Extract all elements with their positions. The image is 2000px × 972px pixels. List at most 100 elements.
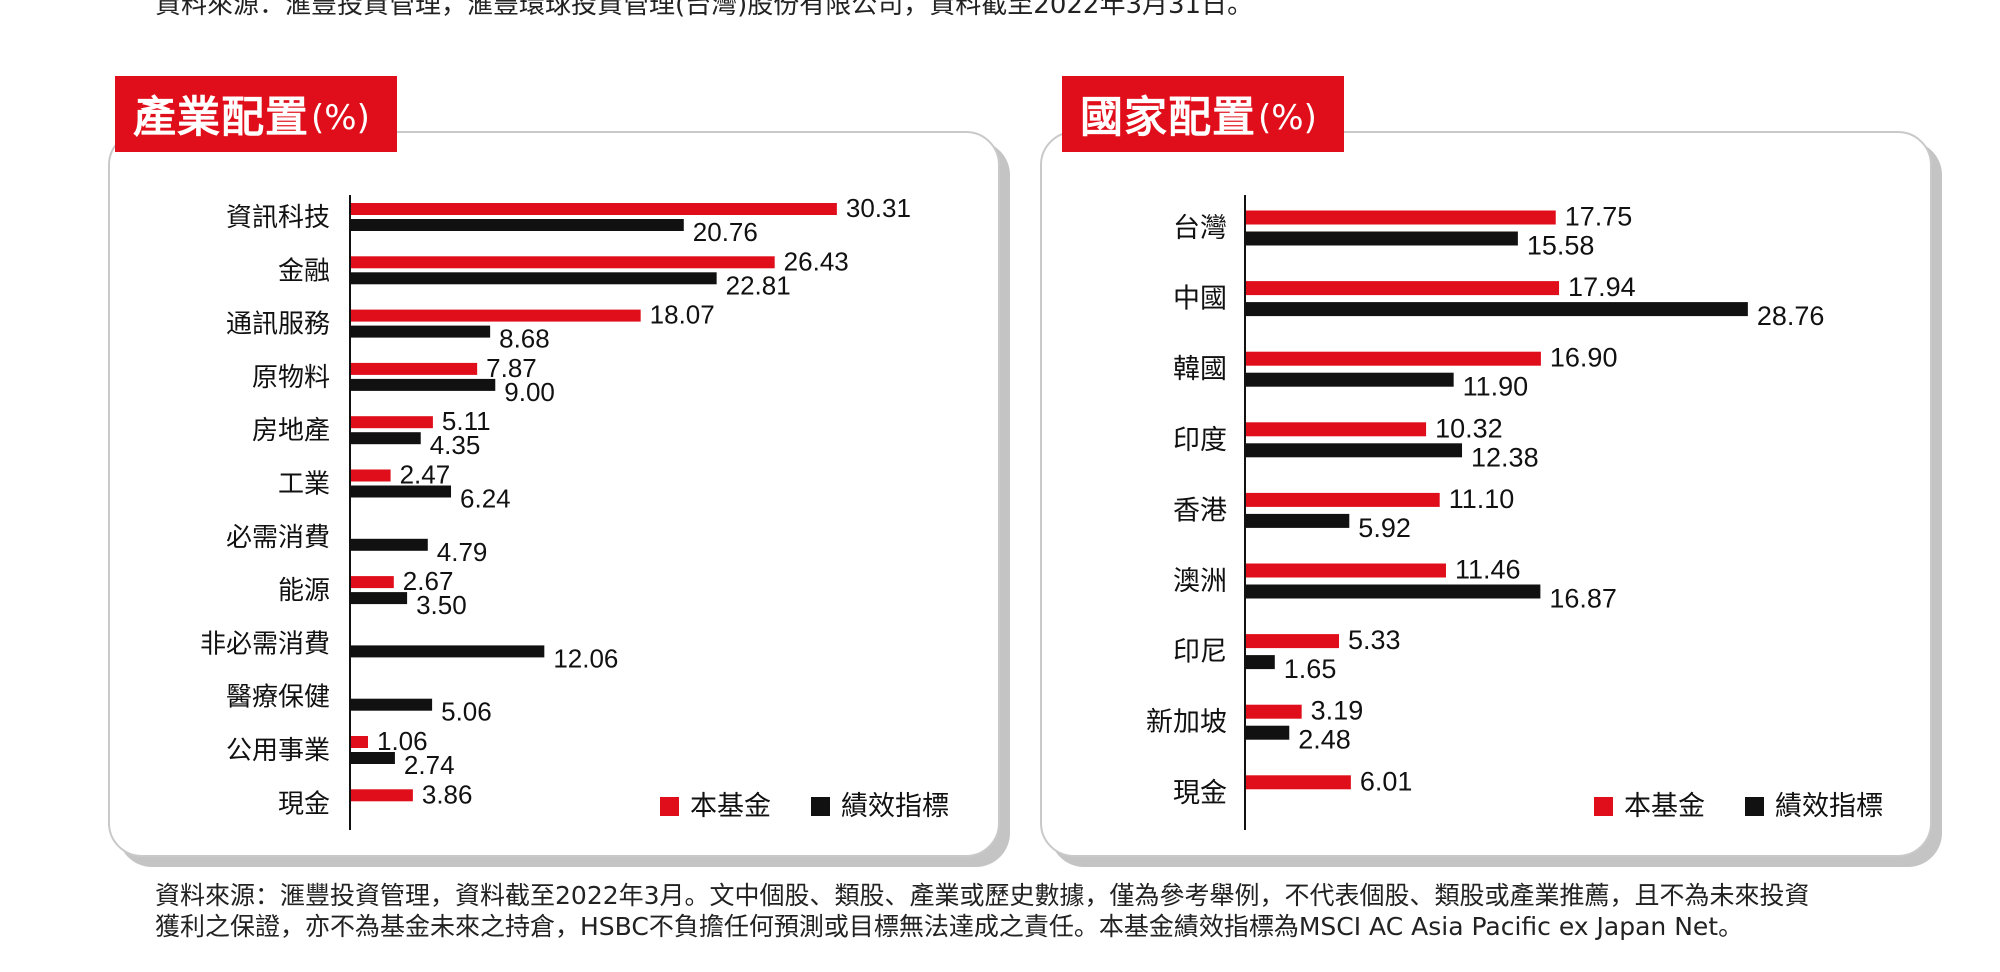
country-fund-bar — [1246, 281, 1560, 296]
country-fund-bar — [1246, 492, 1440, 507]
industry-benchmark-value-label: 3.50 — [416, 590, 467, 620]
country-category-label: 印度 — [1173, 425, 1227, 456]
industry-benchmark-value-label: 2.74 — [404, 750, 455, 780]
top-source-fragment: 資料來源：滙豐投資管理，滙豐環球投資管理(台灣)股份有限公司，資料截至2022年… — [155, 0, 1254, 20]
country-benchmark-value-label: 12.38 — [1471, 442, 1539, 472]
industry-benchmark-bar — [351, 272, 717, 285]
country-benchmark-bar — [1246, 513, 1350, 528]
industry-benchmark-bar — [351, 592, 408, 605]
country-fund-bar — [1246, 775, 1351, 790]
industry-fund-bar — [351, 736, 368, 748]
industry-fund-bar — [351, 309, 641, 322]
country-fund-bar — [1246, 704, 1302, 719]
industry-unit: (%) — [311, 98, 370, 138]
footnote-line-1: 資料來源：滙豐投資管理，資料截至2022年3月。文中個股、類股、產業或歷史數據，… — [155, 881, 1810, 910]
source-footnote: 資料來源：滙豐投資管理，資料截至2022年3月。文中個股、類股、產業或歷史數據，… — [155, 880, 1935, 942]
industry-fund-value-label: 26.43 — [784, 246, 849, 276]
country-title: 國家配置 — [1080, 93, 1256, 143]
industry-category-label: 金融 — [278, 256, 330, 286]
industry-benchmark-bar — [351, 485, 452, 498]
country-category-label: 印尼 — [1173, 637, 1227, 668]
country-fund-value-label: 10.32 — [1435, 413, 1503, 443]
industry-fund-bar — [351, 789, 413, 802]
industry-fund-value-label: 2.47 — [400, 460, 451, 490]
country-category-label: 現金 — [1173, 778, 1227, 809]
industry-fund-bar — [351, 416, 433, 429]
country-benchmark-bar — [1246, 302, 1748, 317]
industry-fund-bar — [351, 203, 837, 215]
country-fund-value-label: 5.33 — [1348, 625, 1401, 655]
industry-benchmark-bar — [351, 752, 395, 764]
industry-fund-bar — [351, 469, 391, 482]
industry-category-label: 房地產 — [252, 416, 330, 446]
country-fund-bar — [1246, 563, 1446, 578]
industry-category-label: 公用事業 — [226, 736, 330, 766]
industry-category-label: 工業 — [278, 470, 330, 500]
country-fund-value-label: 11.10 — [1449, 484, 1515, 514]
country-fund-bar — [1246, 210, 1556, 225]
industry-benchmark-value-label: 5.06 — [441, 697, 492, 727]
country-panel — [1040, 131, 1932, 857]
industry-benchmark-value-label: 9.00 — [504, 377, 555, 407]
country-fund-value-label: 6.01 — [1360, 766, 1413, 796]
industry-benchmark-value-label: 4.35 — [430, 430, 481, 460]
industry-category-label: 資訊科技 — [226, 203, 330, 233]
country-title-tab: 國家配置 (%) — [1062, 76, 1344, 152]
footnote-line-2: 獲利之保證，亦不為基金未來之持倉，HSBC不負擔任何預測或目標無法達成之責任。本… — [155, 912, 1744, 941]
country-fund-value-label: 17.94 — [1568, 272, 1636, 302]
country-benchmark-bar — [1246, 584, 1541, 599]
country-category-label: 新加坡 — [1146, 707, 1227, 738]
industry-fund-bar — [351, 256, 775, 269]
industry-category-label: 非必需消費 — [200, 629, 330, 659]
industry-legend-fund-swatch — [660, 797, 679, 816]
industry-category-label: 通訊服務 — [226, 310, 330, 340]
industry-title-tab: 產業配置 (%) — [115, 76, 397, 152]
industry-fund-value-label: 5.11 — [442, 406, 491, 436]
industry-category-label: 能源 — [278, 576, 330, 606]
country-fund-bar — [1246, 351, 1541, 366]
industry-benchmark-bar — [351, 378, 496, 391]
country-benchmark-value-label: 15.58 — [1527, 231, 1595, 261]
country-benchmark-bar — [1246, 443, 1463, 458]
industry-fund-value-label: 30.31 — [846, 193, 911, 223]
country-benchmark-value-label: 11.90 — [1463, 372, 1529, 402]
country-fund-value-label: 11.46 — [1455, 555, 1521, 585]
country-category-label: 澳洲 — [1173, 566, 1227, 597]
country-benchmark-value-label: 2.48 — [1298, 725, 1351, 755]
industry-benchmark-value-label: 12.06 — [553, 643, 618, 673]
country-fund-bar — [1246, 422, 1427, 437]
country-category-label: 中國 — [1173, 284, 1227, 315]
industry-benchmark-bar — [351, 645, 545, 658]
country-category-label: 香港 — [1173, 495, 1227, 526]
industry-fund-value-label: 1.06 — [377, 726, 428, 756]
country-benchmark-bar — [1246, 372, 1454, 387]
industry-legend-benchmark-swatch — [811, 797, 830, 816]
country-fund-value-label: 17.75 — [1565, 202, 1633, 232]
country-fund-value-label: 3.19 — [1311, 696, 1364, 726]
country-benchmark-bar — [1246, 725, 1290, 740]
industry-benchmark-bar — [351, 698, 433, 711]
country-category-label: 韓國 — [1173, 354, 1227, 385]
industry-benchmark-value-label: 4.79 — [437, 537, 488, 567]
country-category-label: 台灣 — [1173, 213, 1227, 244]
industry-legend-benchmark-label: 績效指標 — [841, 791, 949, 822]
industry-benchmark-bar — [351, 538, 428, 551]
industry-benchmark-value-label: 22.81 — [726, 270, 791, 300]
country-fund-value-label: 16.90 — [1550, 343, 1618, 373]
industry-title: 產業配置 — [133, 93, 309, 143]
country-benchmark-value-label: 5.92 — [1358, 513, 1411, 543]
industry-benchmark-bar — [351, 219, 684, 231]
industry-benchmark-value-label: 8.68 — [499, 324, 550, 354]
industry-category-label: 醫療保健 — [226, 683, 330, 713]
country-legend-fund-swatch — [1594, 797, 1613, 816]
industry-fund-value-label: 3.86 — [422, 779, 473, 809]
industry-category-label: 原物料 — [252, 363, 330, 393]
industry-benchmark-value-label: 6.24 — [460, 484, 511, 514]
industry-legend-fund-label: 本基金 — [690, 791, 771, 822]
industry-panel — [108, 131, 1000, 857]
country-legend-benchmark-label: 績效指標 — [1775, 791, 1883, 822]
industry-fund-bar — [351, 362, 478, 375]
industry-category-label: 現金 — [278, 789, 330, 819]
industry-benchmark-bar — [351, 432, 421, 445]
